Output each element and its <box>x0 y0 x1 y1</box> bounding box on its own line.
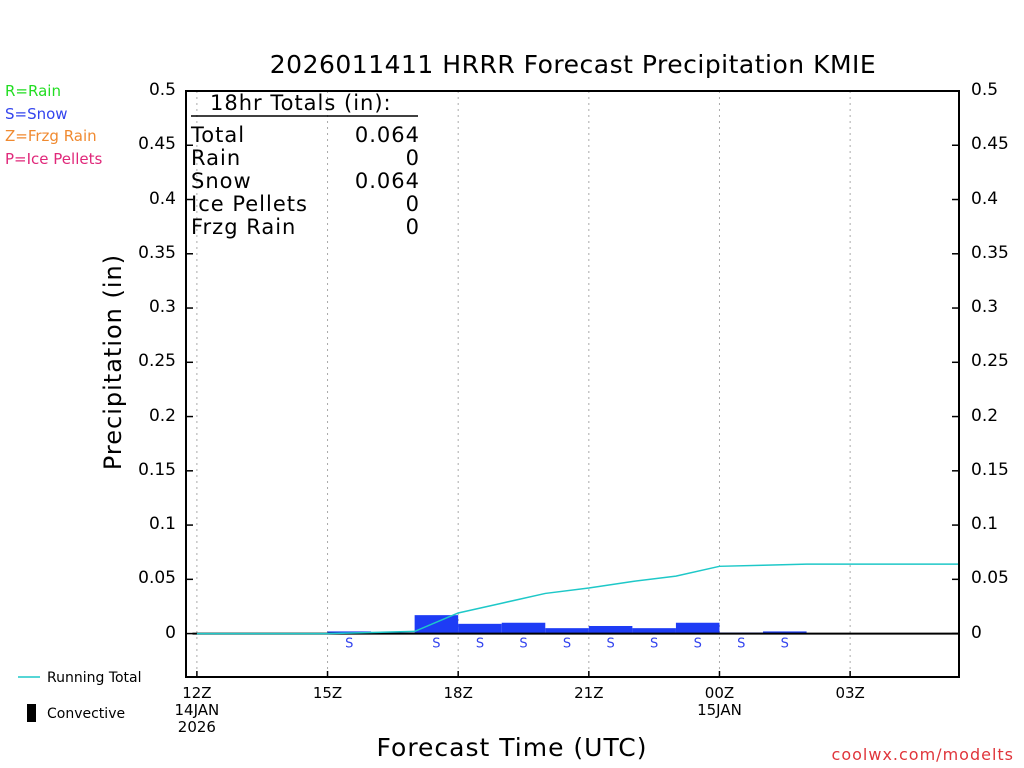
totals-header: 18hr Totals (in): <box>210 91 392 115</box>
legend-running-total: Running Total <box>47 670 142 686</box>
ptype-label: S <box>476 637 484 652</box>
totals-label-total: Total <box>191 123 246 147</box>
plot-frame <box>185 90 960 678</box>
running-total-line <box>196 563 959 635</box>
bar-layer <box>327 615 807 634</box>
precip-bar <box>763 631 807 634</box>
convective-swatch <box>27 704 36 722</box>
totals-label-ice-pellets: Ice Pellets <box>191 192 308 216</box>
y-tick-label-right: 0.1 <box>971 514 999 535</box>
totals-label-rain: Rain <box>191 146 242 170</box>
totals-value-rain: 0 <box>405 146 420 170</box>
precip-bar <box>632 628 676 634</box>
totals-label-frzg-rain: Frzg Rain <box>191 215 297 239</box>
totals-value-total: 0.064 <box>354 123 420 147</box>
y-tick-label-left: 0.05 <box>138 568 176 589</box>
legend-snow: S=Snow <box>5 105 68 123</box>
y-tick-label-right: 0.4 <box>971 188 999 209</box>
precip-bar <box>414 615 459 634</box>
ptype-label: S <box>606 637 614 652</box>
tick-layer <box>186 90 959 677</box>
totals-value-frzg-rain: 0 <box>405 215 420 239</box>
x-tick-label: 12Z 14JAN 2026 <box>174 684 220 736</box>
y-tick-label-right: 0.5 <box>971 80 999 100</box>
x-tick-label: 18Z <box>443 684 473 702</box>
legend-ice-pellets: P=Ice Pellets <box>5 150 103 168</box>
precip-bar <box>545 628 589 634</box>
ptype-label: S <box>345 637 353 652</box>
y-tick-label-right: 0 <box>971 622 982 643</box>
ptype-label: S <box>432 637 440 652</box>
chart-title: 2026011411 HRRR Forecast Precipitation K… <box>269 50 877 79</box>
totals-value-ice-pellets: 0 <box>405 192 420 216</box>
x-tick-label: 03Z <box>835 684 865 702</box>
ptype-label: S <box>694 637 702 652</box>
ptype-label: S <box>781 637 789 652</box>
legend-convective: Convective <box>47 706 126 722</box>
y-tick-label-right: 0.35 <box>971 242 1009 263</box>
x-tick-label: 21Z <box>574 684 604 702</box>
y-tick-label-right: 0.05 <box>971 568 1009 589</box>
ptype-label: S <box>563 637 571 652</box>
x-axis-label: Forecast Time (UTC) <box>376 733 648 762</box>
y-tick-label-right: 0.15 <box>971 459 1009 480</box>
y-tick-label-left: 0.2 <box>148 405 176 426</box>
credit-link[interactable]: coolwx.com/modelts <box>831 745 1014 764</box>
precip-bar <box>675 622 720 634</box>
y-tick-label-left: 0.4 <box>148 188 176 209</box>
y-tick-label-left: 0 <box>165 622 176 643</box>
y-tick-label-left: 0.35 <box>138 242 176 263</box>
ptype-label: S <box>737 637 745 652</box>
y-tick-label-left: 0.1 <box>148 514 176 535</box>
y-tick-label-right: 0.3 <box>971 297 999 318</box>
y-tick-label-right: 0.45 <box>971 134 1009 155</box>
precip-bar <box>458 623 502 634</box>
y-tick-label-right: 0.25 <box>971 351 1009 372</box>
precip-bar <box>501 622 546 634</box>
legend-frzg-rain: Z=Frzg Rain <box>5 127 97 145</box>
ptype-label: S <box>519 637 527 652</box>
y-tick-label-left: 0.15 <box>138 459 176 480</box>
totals-value-snow: 0.064 <box>354 169 420 193</box>
ptype-label: S <box>650 637 658 652</box>
x-tick-label: 00Z 15JAN <box>697 684 742 719</box>
y-tick-label-left: 0.45 <box>138 134 176 155</box>
y-tick-label-left: 0.3 <box>148 297 176 318</box>
grid-layer <box>196 91 851 677</box>
y-tick-label-left: 0.25 <box>138 351 176 372</box>
y-tick-label-left: 0.5 <box>148 80 176 100</box>
totals-label-snow: Snow <box>191 169 252 193</box>
legend-rain: R=Rain <box>5 82 61 100</box>
x-tick-label: 15Z <box>312 684 343 702</box>
y-tick-label-right: 0.2 <box>971 405 999 426</box>
precip-bar <box>588 625 633 634</box>
